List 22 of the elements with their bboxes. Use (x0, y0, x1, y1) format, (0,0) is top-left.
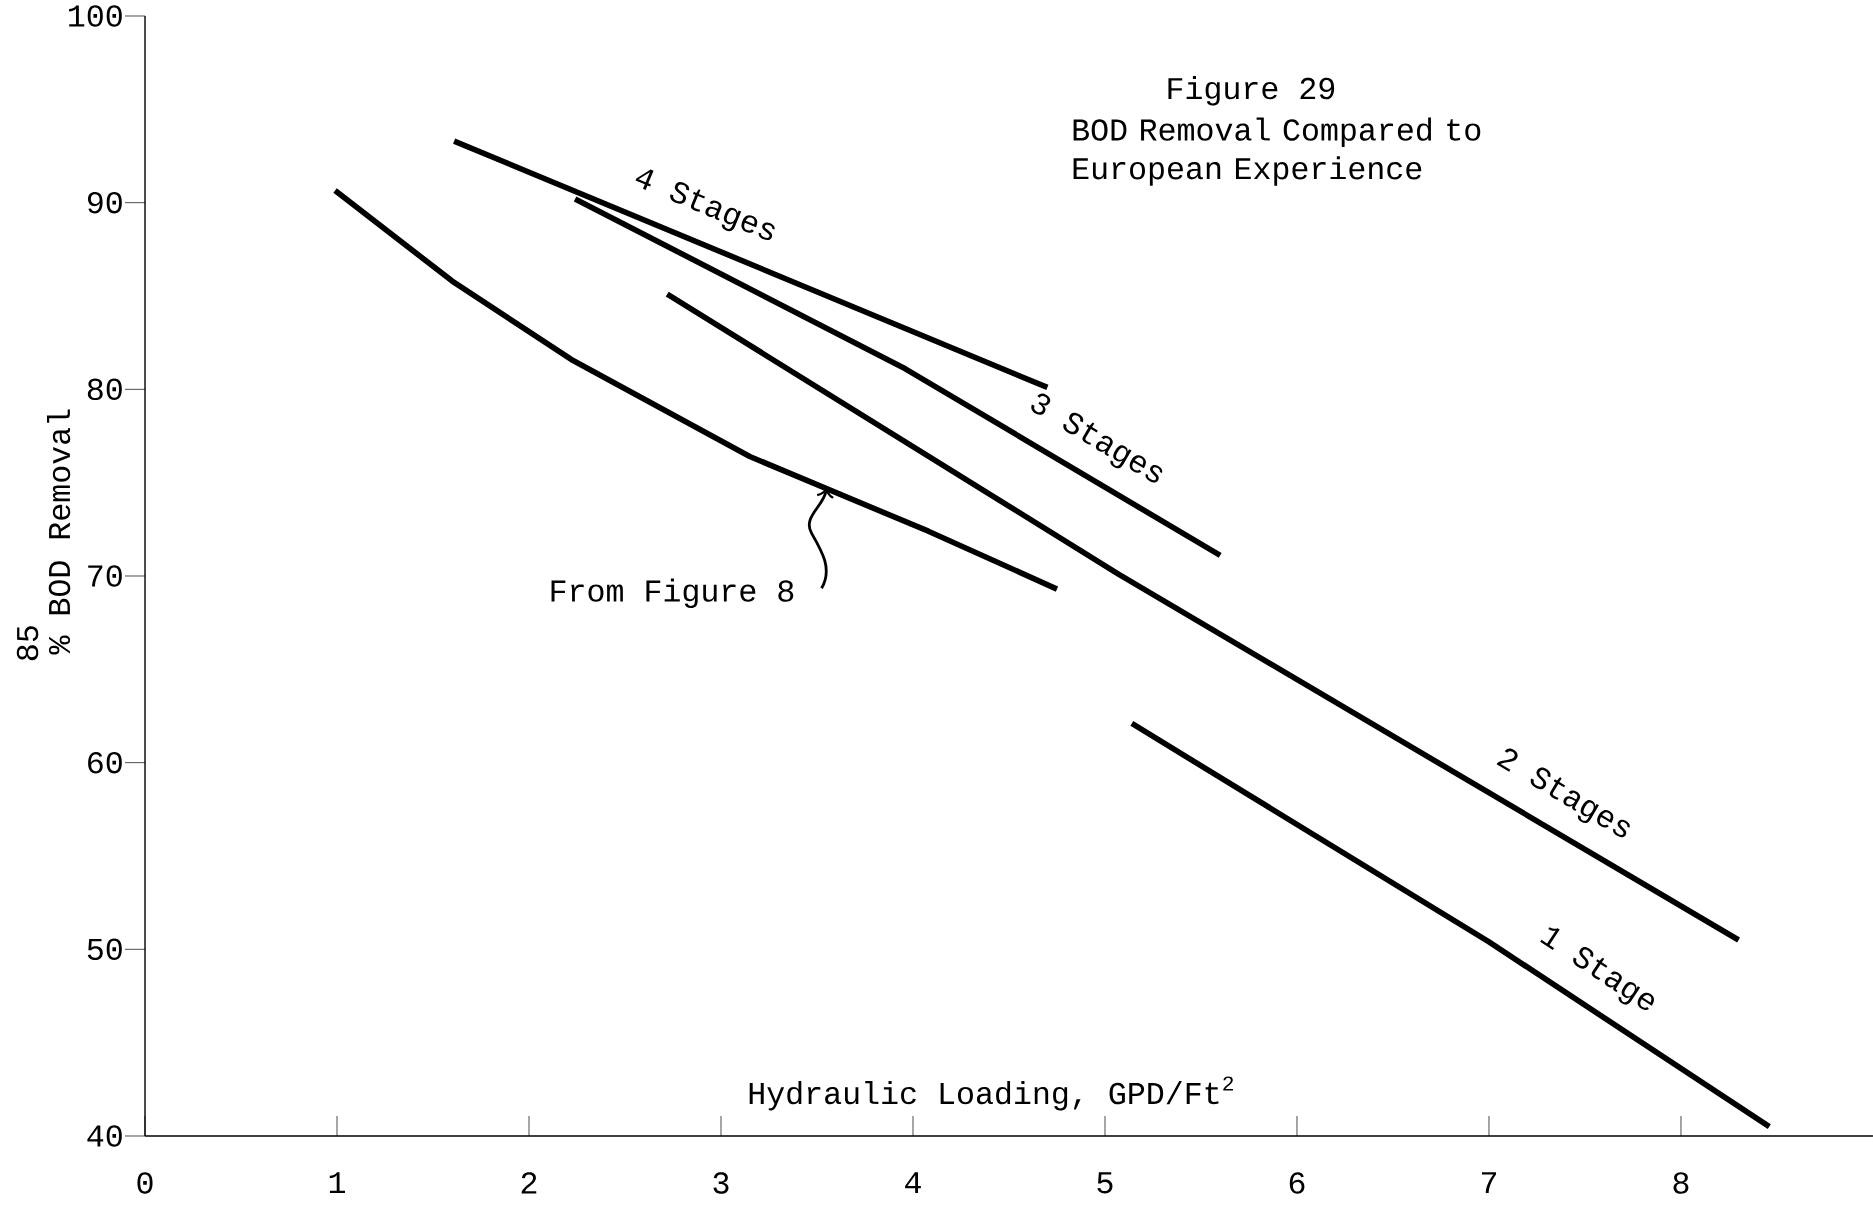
y-tick-label: 70 (88, 565, 122, 587)
text: Figure 29 (1168, 76, 1335, 106)
x-tick-label: 1 (329, 1172, 345, 1194)
x-tick-label: 3 (713, 1172, 729, 1194)
y-tick-label: 50 (87, 938, 122, 961)
y-tick-label: 90 (88, 191, 122, 214)
y-tick-label: 60 (88, 751, 122, 774)
x-tick-label: 7 (1481, 1172, 1497, 1194)
text: BOD Removal Compared to European Experience (1073, 117, 1481, 186)
annotation: From Figure 8 (551, 578, 794, 609)
x-tick-label: 6 (1289, 1172, 1305, 1194)
x-axis-title: Hydraulic Loading, GPD/Ft$^{2}$ (749, 1076, 1233, 1111)
x-tick-label: 8 (1673, 1172, 1689, 1194)
y-tick-label: 40 (87, 1125, 122, 1147)
y-tick-label: 100 (69, 5, 122, 27)
x-tick-label: 5 (1097, 1172, 1113, 1194)
x-tick-label: 2 (521, 1172, 537, 1194)
text: 85 (16, 626, 39, 661)
y-axis-title: % BOD Removal (46, 409, 71, 655)
y-tick-label: 80 (87, 378, 122, 401)
x-tick-label: 4 (905, 1172, 921, 1194)
x-tick-label: 0 (137, 1172, 153, 1194)
